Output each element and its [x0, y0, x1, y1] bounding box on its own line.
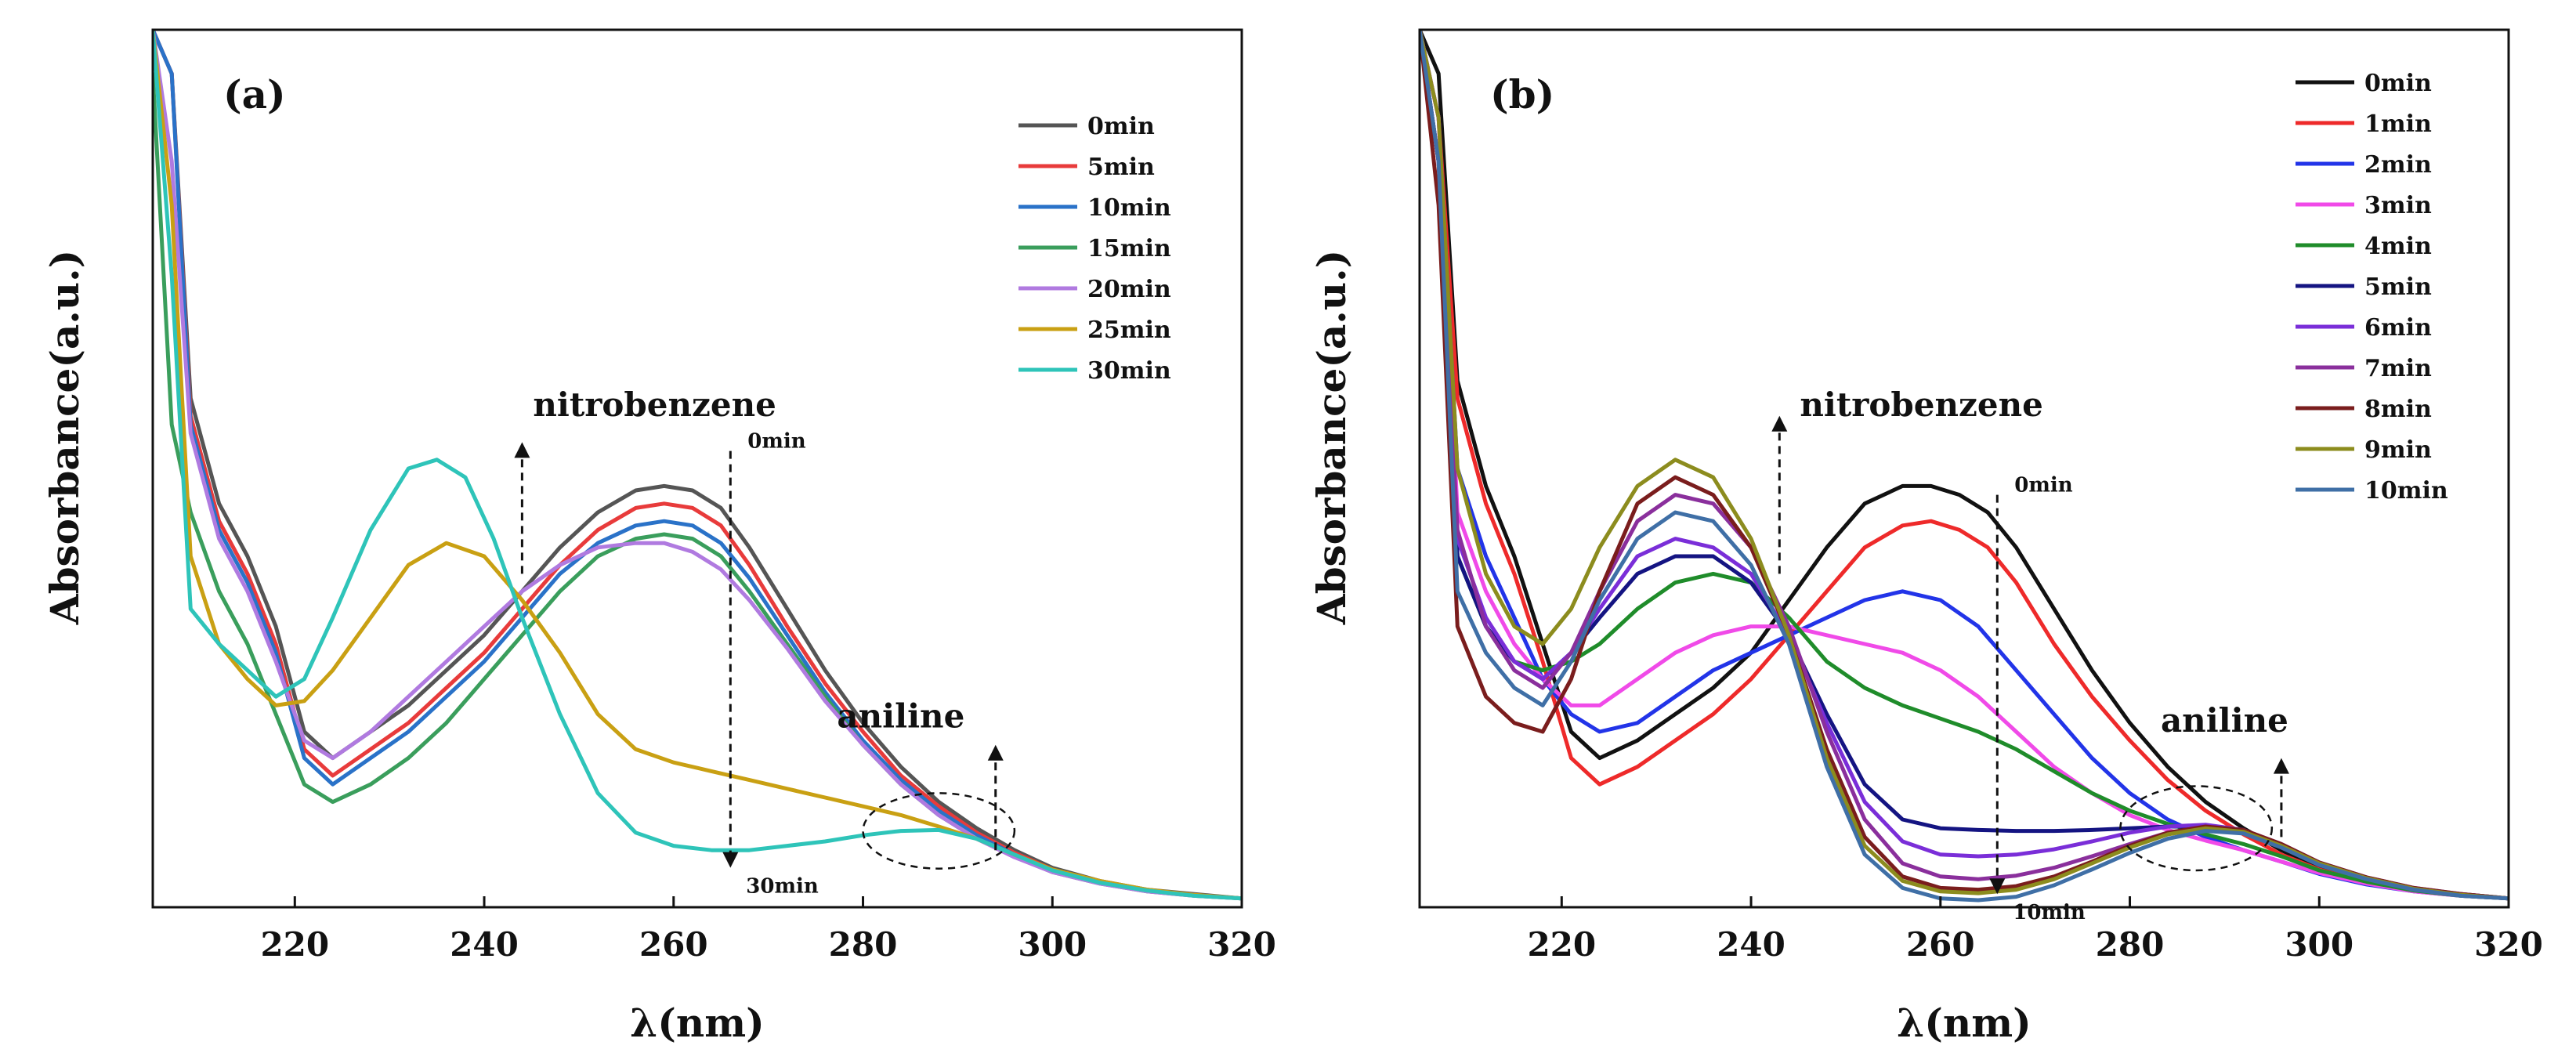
x-axis-title: λ(nm) — [1897, 1000, 2031, 1046]
decrease-arrow-head — [1989, 878, 2006, 895]
y-axis-title: Absorbance(a.u.) — [1308, 250, 1355, 625]
legend-label-20min: 20min — [1087, 276, 1171, 303]
annotations: nitrobenzene aniline 0min 10min — [1771, 385, 2289, 924]
legend-label-9min: 9min — [2364, 436, 2432, 464]
x-tick-label: 300 — [2285, 925, 2353, 964]
aniline-region-ellipse — [862, 792, 1016, 870]
legend-label-0min: 0min — [1087, 113, 1155, 140]
y-axis-title: Absorbance(a.u.) — [42, 250, 88, 625]
x-axis-title: λ(nm) — [630, 1000, 765, 1046]
legend-label-1min: 1min — [2364, 110, 2432, 138]
aniline-arrow-head — [2273, 758, 2289, 774]
chart-panel-a: 220 240 260 280 300 320 λ(nm) Absorbance(a.u.) (… — [42, 28, 1276, 1046]
x-tick-label: 220 — [1527, 925, 1596, 964]
chart-panel-b: 220 240 260 280 300 320 λ(nm) Absorbance(a.u.) (… — [1308, 28, 2543, 1046]
x-tick-label: 240 — [450, 925, 519, 964]
nitrobenzene-label: nitrobenzene — [533, 385, 776, 424]
legend-label-25min: 25min — [1087, 317, 1171, 344]
legend-label-5min: 5min — [2364, 273, 2432, 301]
nitrobenzene-label: nitrobenzene — [1800, 385, 2043, 424]
decrease-arrow-head — [722, 852, 739, 868]
aniline-region-ellipse — [2119, 785, 2274, 872]
series-line-10min — [1420, 30, 2509, 903]
legend-label-0min: 0min — [2364, 70, 2432, 97]
series-lines — [153, 30, 1242, 901]
series-line-30min — [153, 30, 1242, 901]
legend-label-6min: 6min — [2364, 314, 2432, 342]
legend-label-30min: 30min — [1087, 357, 1171, 385]
legend: 0min 5min 10min 15min 20min 25min 30min — [1018, 113, 1171, 385]
legend-label-10min: 10min — [2364, 477, 2448, 505]
x-tick-label: 260 — [639, 925, 708, 964]
plot-frame — [1418, 28, 2510, 909]
series-line-15min — [153, 71, 1242, 901]
start-time-label: 0min — [2014, 474, 2072, 497]
end-time-label: 10min — [2013, 901, 2086, 924]
legend-label-3min: 3min — [2364, 192, 2432, 219]
legend-label-7min: 7min — [2364, 355, 2432, 382]
x-tick-label: 280 — [829, 925, 898, 964]
x-tick-label: 280 — [2096, 925, 2165, 964]
aniline-label: aniline — [2161, 701, 2288, 740]
annotations: nitrobenzene aniline 0min 30min — [514, 385, 1016, 899]
x-tick-label: 260 — [1906, 925, 1975, 964]
x-tick-label: 240 — [1717, 925, 1785, 964]
series-line-4min — [1420, 30, 2509, 901]
x-tick-label: 300 — [1018, 925, 1087, 964]
series-lines — [1420, 30, 2509, 903]
panel-label: (a) — [223, 71, 286, 118]
series-line-20min — [153, 30, 1242, 901]
legend-label-5min: 5min — [1087, 154, 1155, 181]
panel-label: (b) — [1490, 71, 1554, 118]
x-tick-label: 320 — [1207, 925, 1276, 964]
legend-label-2min: 2min — [2364, 151, 2432, 179]
start-time-label: 0min — [747, 430, 805, 454]
legend-label-10min: 10min — [1087, 194, 1171, 222]
legend: 0min 1min 2min 3min 4min 5min 6min 7min 8min 9min… — [2296, 70, 2448, 505]
legend-label-15min: 15min — [1087, 235, 1171, 262]
end-time-label: 30min — [746, 875, 819, 899]
aniline-label: aniline — [837, 696, 964, 735]
legend-label-8min: 8min — [2364, 396, 2432, 423]
plot-frame — [151, 28, 1243, 909]
aniline-arrow-head — [987, 744, 1004, 761]
legend-label-4min: 4min — [2364, 233, 2432, 260]
x-tick-label: 320 — [2474, 925, 2543, 964]
series-line-1min — [1420, 30, 2509, 901]
increase-arrow-head — [514, 442, 530, 458]
increase-arrow-head — [1771, 415, 1788, 432]
x-tick-label: 220 — [260, 925, 329, 964]
